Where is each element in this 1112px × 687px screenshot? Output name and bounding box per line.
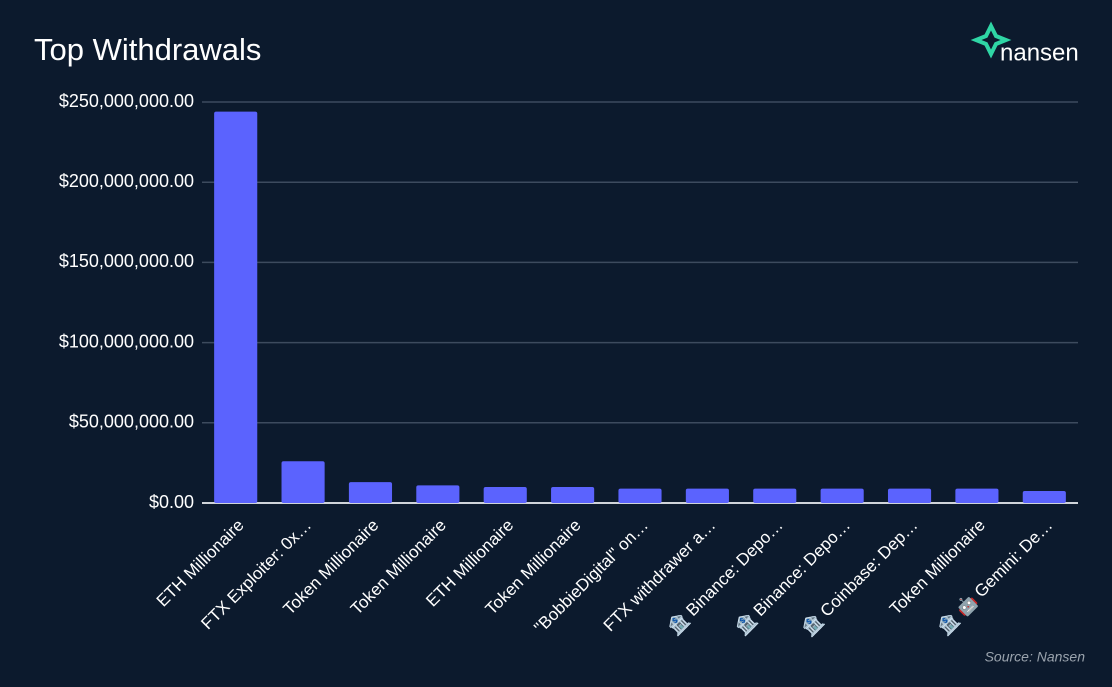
logo-text: nansen [1000,39,1079,66]
bar [887,488,932,503]
y-tick-label: $150,000,000.00 [59,251,194,271]
source: Source: Nansen [985,649,1086,665]
bar [551,486,595,503]
y-tick-label: $250,000,000.00 [59,91,194,111]
bar [753,488,797,503]
y-tick-label: $100,000,000.00 [59,331,194,351]
bar [955,488,999,503]
bar [820,488,864,503]
bar [1022,490,1066,503]
chart-title: Top Withdrawals [34,32,261,67]
y-tick-label: $200,000,000.00 [59,171,194,191]
logo-icon [970,21,1012,59]
bar [618,488,662,503]
bar [685,488,729,503]
bar [483,486,527,503]
bar [214,111,258,504]
y-tick-label: $50,000,000.00 [69,412,194,432]
bar [416,485,460,503]
bar [281,461,325,503]
y-tick-label: $0.00 [149,492,194,512]
bar [348,482,393,503]
